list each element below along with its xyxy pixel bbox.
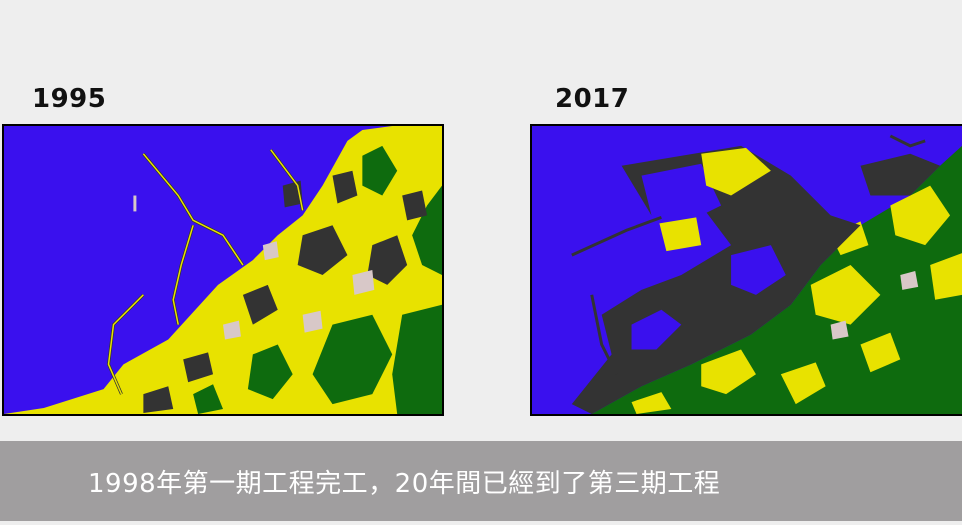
landuse-map-2017-image xyxy=(532,126,962,414)
landuse-map-1995-image xyxy=(4,126,442,414)
landuse-map-1995 xyxy=(2,124,444,416)
caption-bar: 1998年第一期工程完工，20年間已經到了第三期工程 xyxy=(0,441,962,521)
year-label-1995: 1995 xyxy=(32,84,107,114)
caption-text: 1998年第一期工程完工，20年間已經到了第三期工程 xyxy=(88,468,721,499)
landuse-map-2017 xyxy=(530,124,962,416)
year-label-2017: 2017 xyxy=(555,84,630,114)
